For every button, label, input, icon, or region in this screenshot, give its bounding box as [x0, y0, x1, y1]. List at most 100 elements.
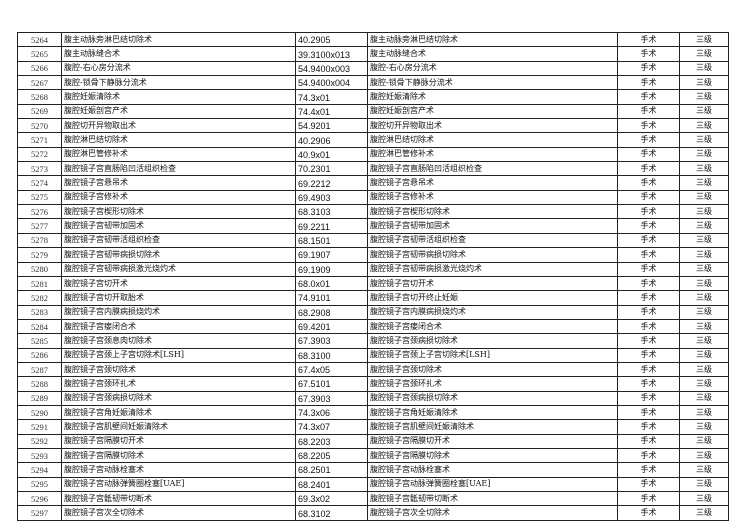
procedure-name-cell: 腹腔淋巴管修补术	[61, 146, 296, 163]
mapped-procedure-name-cell: 腹腔镜子宫切开终止妊娠	[367, 290, 618, 306]
table-row: 5295 腹腔镜子宫动脉弹簧圈栓塞[UAE] 68.2401 腹腔镜子宫动脉弹簧圈栓塞…	[17, 476, 729, 493]
row-number-cell: 5267	[17, 75, 62, 91]
level-cell: 三级	[679, 89, 729, 105]
category-cell: 手术	[617, 46, 680, 62]
procedure-name-cell: 腹腔镜子宫颈上子宫切除术[LSH]	[61, 347, 296, 363]
level-cell: 三级	[679, 161, 729, 177]
category-cell: 手术	[617, 361, 680, 378]
procedure-name-cell: 腹腔妊娠清除术	[61, 89, 296, 105]
procedure-name-cell: 腹腔镜子宫动脉栓塞术	[61, 462, 296, 478]
mapped-procedure-name-cell: 腹腔镜子宫隔膜切除术	[367, 447, 618, 464]
level-cell: 三级	[679, 261, 729, 277]
level-cell: 三级	[679, 347, 729, 363]
category-cell: 手术	[617, 189, 680, 206]
row-number-cell: 5285	[17, 333, 62, 349]
procedure-name-cell: 腹腔镜子宫楔形切除术	[61, 204, 296, 220]
row-number-cell: 5291	[17, 419, 62, 435]
level-cell: 三级	[679, 132, 729, 148]
category-cell: 手术	[617, 175, 680, 191]
mapped-procedure-name-cell: 腹腔镜子宫韧带病损激光烧灼术	[367, 261, 618, 277]
mapped-procedure-name-cell: 腹腔镜子宫韧带病损切除术	[367, 247, 618, 263]
row-number-cell: 5295	[17, 476, 62, 493]
procedure-name-cell: 腹腔镜子宫切开取胎术	[61, 290, 296, 306]
category-cell: 手术	[617, 146, 680, 163]
procedure-name-cell: 腹腔淋巴结切除术	[61, 132, 296, 148]
row-number-cell: 5297	[17, 505, 62, 521]
row-number-cell: 5283	[17, 304, 62, 320]
category-cell: 手术	[617, 404, 680, 421]
category-cell: 手术	[617, 60, 680, 77]
mapped-procedure-name-cell: 腹腔-锁骨下静脉分流术	[367, 75, 618, 91]
level-cell: 三级	[679, 146, 729, 163]
procedure-name-cell: 腹腔-锁骨下静脉分流术	[61, 75, 296, 91]
level-cell: 三级	[679, 189, 729, 206]
procedure-name-cell: 腹腔镜子宫颈病损切除术	[61, 390, 296, 406]
procedure-code-cell: 69.1907	[295, 247, 368, 263]
category-cell: 手术	[617, 275, 680, 292]
level-cell: 三级	[679, 75, 729, 91]
level-cell: 三级	[679, 204, 729, 220]
row-number-cell: 5270	[17, 118, 62, 134]
table-row: 5270 腹腔切开异物取出术 54.9201 腹腔切开异物取出术 手术 三级	[17, 118, 729, 134]
mapped-procedure-name-cell: 腹腔淋巴结切除术	[367, 132, 618, 148]
procedure-name-cell: 腹腔镜子宫颈息肉切除术	[61, 333, 296, 349]
table-row: 5297 腹腔镜子宫次全切除术 68.3102 腹腔镜子宫次全切除术 手术 三级	[17, 505, 729, 521]
procedure-name-cell: 腹腔镜子宫隔膜切开术	[61, 433, 296, 449]
category-cell: 手术	[617, 462, 680, 478]
row-number-cell: 5286	[17, 347, 62, 363]
procedure-name-cell: 腹腔妊娠剖宫产术	[61, 103, 296, 120]
mapped-procedure-name-cell: 腹腔镜子宫颈病损切除术	[367, 333, 618, 349]
row-number-cell: 5292	[17, 433, 62, 449]
level-cell: 三级	[679, 490, 729, 507]
procedure-code-cell: 68.3103	[295, 204, 368, 220]
level-cell: 三级	[679, 31, 729, 48]
procedure-name-cell: 腹腔镜子宫修补术	[61, 189, 296, 206]
category-cell: 手术	[617, 419, 680, 435]
table-row: 5267 腹腔-锁骨下静脉分流术 54.9400x004 腹腔-锁骨下静脉分流术 手术三…	[17, 75, 729, 91]
row-number-cell: 5278	[17, 232, 62, 249]
table-row: 5285 腹腔镜子宫颈息肉切除术 67.3903 腹腔镜子宫颈病损切除术 手术 三级	[17, 333, 729, 349]
procedure-code-cell: 74.3x06	[295, 404, 368, 421]
level-cell: 三级	[679, 175, 729, 191]
row-number-cell: 5269	[17, 103, 62, 120]
row-number-cell: 5275	[17, 189, 62, 206]
procedure-name-cell: 腹腔镜子宫颈切除术	[61, 361, 296, 378]
category-cell: 手术	[617, 232, 680, 249]
mapped-procedure-name-cell: 腹腔切开异物取出术	[367, 118, 618, 134]
row-number-cell: 5271	[17, 132, 62, 148]
category-cell: 手术	[617, 89, 680, 105]
level-cell: 三级	[679, 232, 729, 249]
level-cell: 三级	[679, 218, 729, 234]
level-cell: 三级	[679, 433, 729, 449]
procedure-code-cell: 68.2205	[295, 447, 368, 464]
mapped-procedure-name-cell: 腹腔镜子宫瘘闭合术	[367, 318, 618, 335]
mapped-procedure-name-cell: 腹主动脉缝合术	[367, 46, 618, 62]
level-cell: 三级	[679, 318, 729, 335]
procedure-code-cell: 54.9201	[295, 118, 368, 134]
procedure-code-cell: 40.2906	[295, 132, 368, 148]
procedure-name-cell: 腹腔镜子宫骶韧带切断术	[61, 490, 296, 507]
level-cell: 三级	[679, 275, 729, 292]
table-row: 5284 腹腔镜子宫瘘闭合术 69.4201 腹腔镜子宫瘘闭合术 手术 三级	[17, 318, 729, 335]
table-row: 5264 腹主动脉旁淋巴结切除术 40.2905 腹主动脉旁淋巴结切除术 手术 三级	[17, 31, 729, 48]
table-row: 5266 腹腔-右心房分流术 54.9400x003 腹腔-右心房分流术 手术 三级	[17, 60, 729, 77]
procedure-code-cell: 67.4x05	[295, 361, 368, 378]
mapped-procedure-name-cell: 腹腔镜子宫动脉栓塞术	[367, 462, 618, 478]
level-cell: 三级	[679, 103, 729, 120]
row-number-cell: 5282	[17, 290, 62, 306]
procedure-code-cell: 68.1501	[295, 232, 368, 249]
mapped-procedure-name-cell: 腹腔镜子宫内膜病损烧灼术	[367, 304, 618, 320]
procedure-code-cell: 67.5101	[295, 376, 368, 392]
procedure-name-cell: 腹腔镜子宫韧带病损切除术	[61, 247, 296, 263]
procedure-code-cell: 69.4903	[295, 189, 368, 206]
level-cell: 三级	[679, 376, 729, 392]
row-number-cell: 5276	[17, 204, 62, 220]
mapped-procedure-name-cell: 腹腔镜子宫韧带加固术	[367, 218, 618, 234]
category-cell: 手术	[617, 103, 680, 120]
category-cell: 手术	[617, 333, 680, 349]
mapped-procedure-name-cell: 腹腔镜子宫韧带活组织检查	[367, 232, 618, 249]
procedure-name-cell: 腹腔镜子宫角妊娠清除术	[61, 404, 296, 421]
row-number-cell: 5290	[17, 404, 62, 421]
mapped-procedure-name-cell: 腹腔镜子宫颈环扎术	[367, 376, 618, 392]
level-cell: 三级	[679, 404, 729, 421]
